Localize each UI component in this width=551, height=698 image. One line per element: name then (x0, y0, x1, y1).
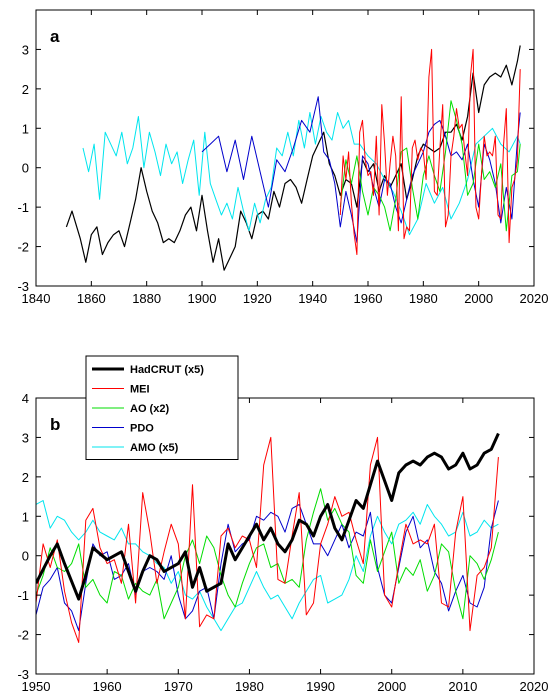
x-tick-label: 2020 (520, 679, 549, 694)
y-tick-label: -1 (17, 588, 29, 603)
panel-b: 1950 1960 1970 1980 1990 2000 2010 2020 -3 -2 -1 0 1… (17, 391, 548, 694)
legend-label-mei: MEI (130, 384, 150, 396)
y-tick-label: -2 (17, 240, 29, 255)
x-tick-label: 1900 (188, 291, 217, 306)
legend: HadCRUT (x5) MEI AO (x2) PDO AMO (x5) (85, 355, 239, 460)
panel-a: 1840 1860 1880 1900 1920 1940 1960 1980 2000 2020… (17, 9, 549, 306)
series-line-ao-x2 (339, 100, 521, 232)
x-tick-label: 1860 (77, 291, 106, 306)
panel-label: a (50, 27, 60, 46)
series-line-mei (36, 436, 499, 643)
series-line-pdo (36, 500, 499, 632)
series-line-amo-x5 (82, 112, 521, 236)
legend-label-ao-x2: AO (x2) (130, 403, 169, 415)
series-line-amo-x5 (36, 500, 499, 632)
series-line-mei (339, 48, 521, 255)
y-tick-label: 2 (22, 82, 29, 97)
y-tick-label: 1 (22, 509, 29, 524)
axes-frame (35, 9, 535, 287)
y-tick-label: -3 (17, 279, 29, 294)
legend-label-amo-x5: AMO (x5) (130, 442, 179, 454)
x-tick-label: 2000 (377, 679, 406, 694)
x-tick-label: 1940 (298, 291, 327, 306)
axes-frame (35, 397, 535, 675)
x-tick-label: 1960 (93, 679, 122, 694)
y-tick-label: 4 (22, 391, 29, 406)
x-tick-label: 1990 (306, 679, 335, 694)
y-tick-label: 0 (22, 161, 29, 176)
panel-label: b (50, 415, 60, 434)
x-tick-label: 2000 (464, 291, 493, 306)
x-tick-label: 1980 (235, 679, 264, 694)
x-tick-label: 2010 (448, 679, 477, 694)
x-tick-label: 1920 (243, 291, 272, 306)
x-tick-label: 1880 (132, 291, 161, 306)
y-tick-label: -3 (17, 667, 29, 682)
x-tick-label: 1980 (409, 291, 438, 306)
series-line-ao-x2 (36, 488, 499, 620)
y-tick-label: 1 (22, 121, 29, 136)
x-tick-label: 1840 (22, 291, 51, 306)
x-tick-label: 1960 (354, 291, 383, 306)
y-tick-label: 0 (22, 549, 29, 564)
y-tick-label: 2 (22, 470, 29, 485)
legend-label-hadcrut-x5: HadCRUT (x5) (130, 364, 204, 376)
x-tick-label: 2020 (520, 291, 549, 306)
series-line-hadcrut-x5 (65, 45, 521, 271)
x-tick-label: 1970 (164, 679, 193, 694)
y-tick-label: 3 (22, 42, 29, 57)
y-tick-label: 3 (22, 430, 29, 445)
x-tick-label: 1950 (22, 679, 51, 694)
y-tick-label: -2 (17, 628, 29, 643)
series-line-hadcrut-x5 (36, 432, 500, 601)
y-tick-label: -1 (17, 200, 29, 215)
legend-label-pdo: PDO (130, 423, 154, 435)
